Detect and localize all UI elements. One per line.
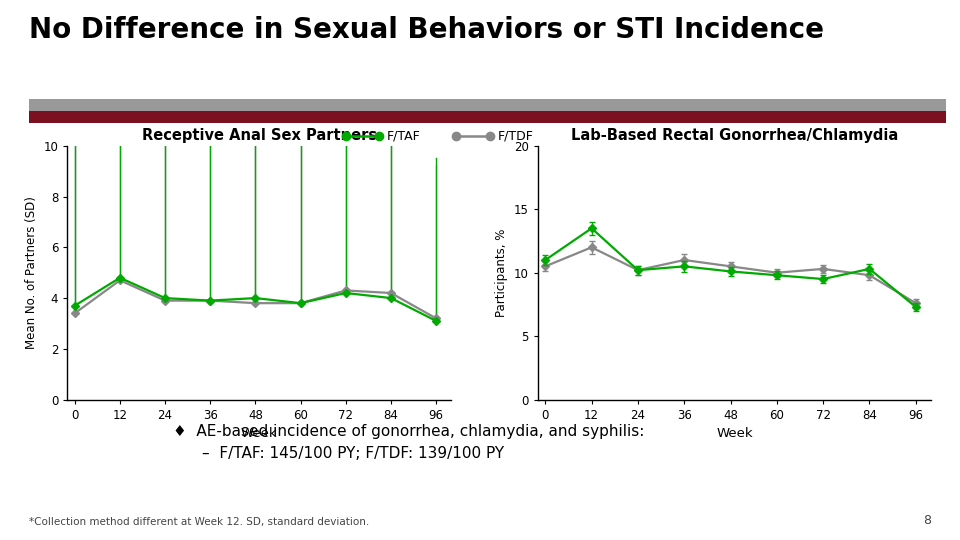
Text: *Collection method different at Week 12. SD, standard deviation.: *Collection method different at Week 12.… (29, 516, 369, 526)
Text: F/TDF: F/TDF (497, 130, 533, 143)
Title: Lab-Based Rectal Gonorrhea/Chlamydia: Lab-Based Rectal Gonorrhea/Chlamydia (571, 128, 898, 143)
Title: Number of Condomless
Receptive Anal Sex Partners: Number of Condomless Receptive Anal Sex … (142, 111, 376, 143)
X-axis label: Week: Week (716, 427, 753, 440)
X-axis label: Week: Week (241, 427, 277, 440)
Y-axis label: Participants, %: Participants, % (495, 228, 508, 317)
Text: F/TAF: F/TAF (387, 130, 420, 143)
Text: 8: 8 (924, 514, 931, 526)
Text: ♦  AE-based incidence of gonorrhea, chlamydia, and syphilis:: ♦ AE-based incidence of gonorrhea, chlam… (173, 424, 644, 439)
Y-axis label: Mean No. of Partners (SD): Mean No. of Partners (SD) (25, 196, 37, 349)
Text: –  F/TAF: 145/100 PY; F/TDF: 139/100 PY: – F/TAF: 145/100 PY; F/TDF: 139/100 PY (202, 446, 504, 461)
Text: No Difference in Sexual Behaviors or STI Incidence: No Difference in Sexual Behaviors or STI… (29, 16, 824, 44)
